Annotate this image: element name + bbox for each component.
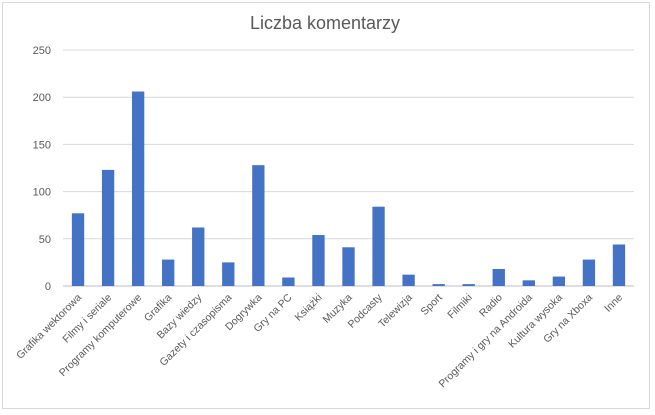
x-category-label: Telewizja [376,292,415,331]
x-category-label: Filmiki [445,292,475,322]
bar [612,244,626,286]
bar [252,165,265,286]
bar [522,280,535,286]
y-tick-label: 150 [33,139,51,151]
bar [462,284,475,286]
y-tick-label: 250 [33,45,51,57]
bar [432,284,445,286]
y-tick-label: 0 [45,281,51,293]
bar [222,262,235,286]
bar [282,277,295,286]
x-category-label: Inne [602,292,625,315]
gridlines [63,49,634,240]
bar [342,247,355,286]
bar [402,274,415,286]
bar [312,235,325,286]
chart-title: Liczba komentarzy [250,13,400,33]
bar [131,91,145,286]
y-tick-label: 100 [33,187,51,199]
bar [372,206,385,286]
y-axis-ticks: 0 50 100 150 200 250 [33,45,51,293]
bar [162,259,175,286]
bar [552,276,566,286]
y-tick-label: 50 [39,234,51,246]
x-category-label: Sport [419,292,445,318]
bar [192,227,205,286]
bar [101,169,115,286]
bar [71,213,85,286]
x-category-label: Radio [477,292,505,320]
x-category-label: Książki [293,292,325,324]
bar [582,259,596,286]
bars [71,91,626,286]
bar [492,269,505,286]
y-tick-label: 200 [33,92,51,104]
